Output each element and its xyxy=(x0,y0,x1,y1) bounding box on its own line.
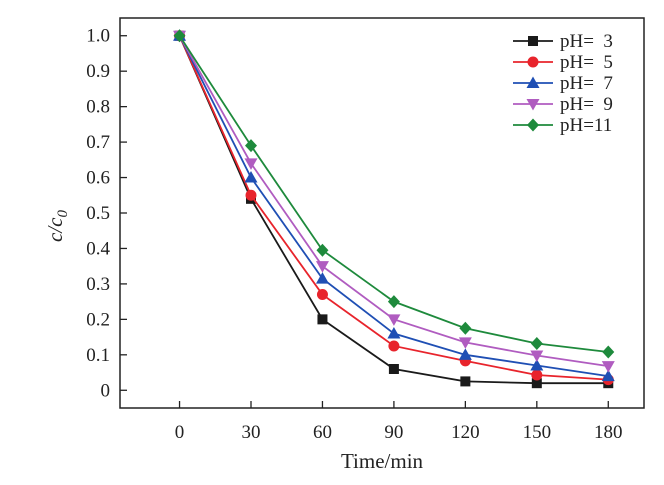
y-tick-label: 0.5 xyxy=(86,203,110,224)
y-axis-title-main: c/c xyxy=(43,217,67,242)
x-tick-label: 60 xyxy=(313,422,332,443)
y-tick-label: 0.2 xyxy=(86,309,110,330)
data-point xyxy=(317,314,328,325)
data-point xyxy=(173,29,186,43)
data-point xyxy=(458,348,472,360)
data-point xyxy=(602,345,615,359)
x-axis-title: Time/min xyxy=(341,449,424,473)
legend-marker xyxy=(526,99,540,111)
data-point xyxy=(387,327,401,339)
data-point xyxy=(530,358,544,371)
data-point xyxy=(531,369,543,381)
data-point xyxy=(388,364,399,374)
data-point xyxy=(244,171,258,183)
legend-item: pH=11 xyxy=(513,115,612,136)
y-tick-label: 0.1 xyxy=(86,345,110,366)
data-point xyxy=(244,158,258,170)
data-point xyxy=(387,295,400,309)
series-layer xyxy=(173,29,615,389)
legend-marker xyxy=(528,36,538,46)
data-point xyxy=(531,378,542,389)
legend-item: pH= 9 xyxy=(513,94,613,115)
x-axis: 0 30 60 90 120 150 180 xyxy=(175,401,623,443)
legend-label: pH=11 xyxy=(560,115,612,136)
legend-item: pH= 7 xyxy=(513,73,613,94)
y-axis-title-subscript: 0 xyxy=(55,210,71,218)
data-point xyxy=(530,350,544,363)
x-tick-label: 30 xyxy=(242,422,261,443)
legend-marker xyxy=(527,56,539,68)
data-point xyxy=(316,243,329,257)
y-tick-label: 0.3 xyxy=(86,274,110,295)
x-tick-label: 90 xyxy=(384,422,403,443)
legend-label: pH= 3 xyxy=(560,31,613,52)
x-tick-label: 0 xyxy=(175,422,185,443)
legend-label: pH= 7 xyxy=(560,73,613,94)
data-point xyxy=(245,139,257,153)
series-3 xyxy=(173,29,615,382)
legend-label: pH= 5 xyxy=(560,52,613,73)
y-tick-label: 0.9 xyxy=(86,61,110,82)
legend-item: pH= 5 xyxy=(513,52,613,73)
data-point xyxy=(458,337,472,349)
legend-item: pH= 3 xyxy=(513,31,613,52)
y-tick-label: 0.6 xyxy=(86,168,110,189)
legend-label: pH= 9 xyxy=(560,94,613,115)
x-tick-label: 150 xyxy=(523,422,552,443)
data-point xyxy=(530,336,543,350)
series-5 xyxy=(173,29,615,359)
series-4 xyxy=(173,30,615,373)
data-point xyxy=(601,361,615,373)
x-tick-label: 120 xyxy=(451,422,480,443)
data-point xyxy=(387,314,401,326)
legend-marker xyxy=(527,118,539,132)
y-axis: 0 0.1 0.2 0.3 0.4 0.5 0.6 0.7 0.8 0.9 1.0 xyxy=(86,26,127,401)
data-point xyxy=(388,340,400,352)
data-point xyxy=(601,369,615,382)
legend-marker xyxy=(526,76,540,88)
y-tick-label: 0.4 xyxy=(86,238,110,259)
y-tick-label: 0 xyxy=(101,380,111,401)
data-point xyxy=(316,289,328,301)
x-tick-label: 180 xyxy=(594,422,623,443)
data-point xyxy=(315,261,329,273)
y-tick-label: 0.7 xyxy=(86,132,110,153)
y-tick-label: 1.0 xyxy=(86,26,110,47)
y-axis-title: c/c0 xyxy=(43,210,71,242)
data-point xyxy=(460,376,471,387)
data-point xyxy=(459,321,472,335)
data-point xyxy=(315,272,329,284)
legend: pH= 3pH= 5pH= 7pH= 9pH=11 xyxy=(513,31,613,136)
y-tick-label: 0.8 xyxy=(86,97,110,118)
data-point xyxy=(245,189,257,201)
